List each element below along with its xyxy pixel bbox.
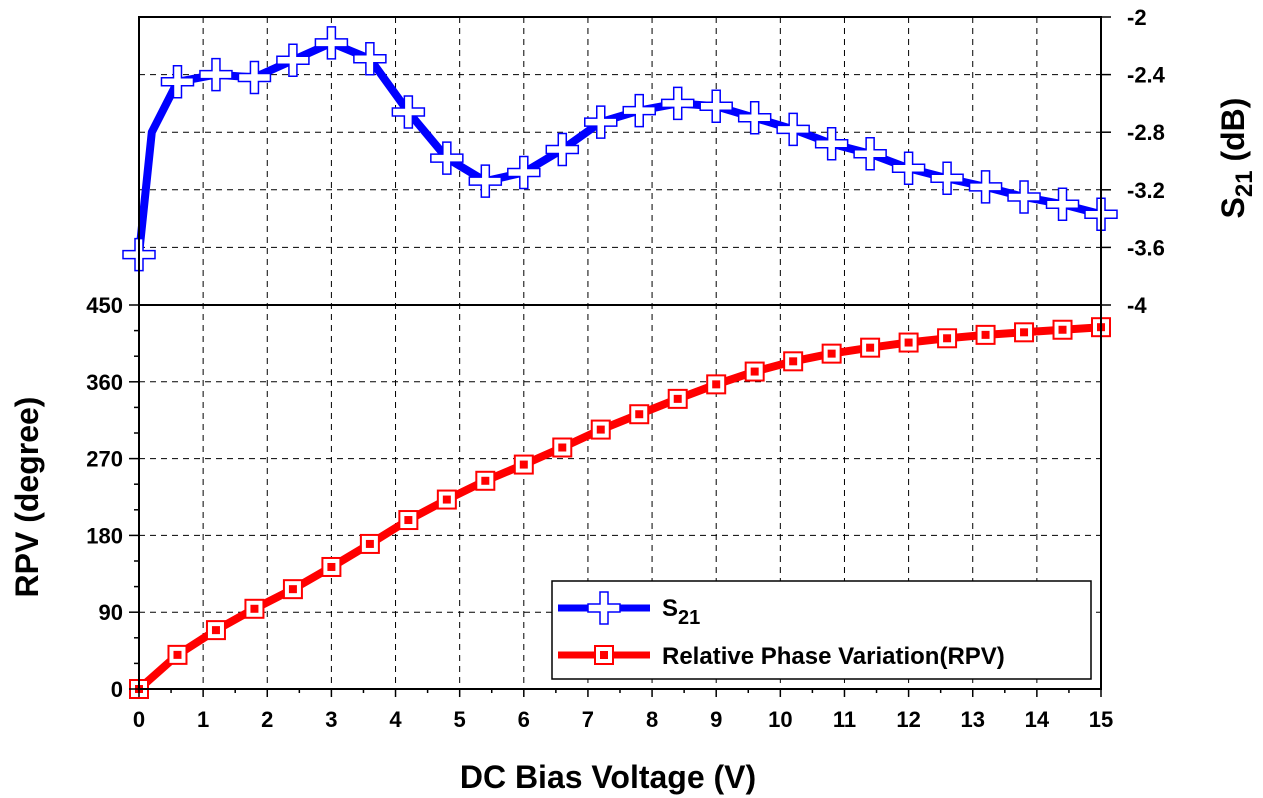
s21-point xyxy=(1007,180,1041,214)
s21-point xyxy=(660,86,695,121)
y-right-tick-label: -2.4 xyxy=(1127,63,1166,88)
legend-s21-cross xyxy=(587,591,621,625)
s21-point xyxy=(930,161,964,196)
s21-point xyxy=(276,43,310,77)
y-right-tick-label: -4 xyxy=(1127,293,1147,318)
s21-point xyxy=(468,164,503,198)
y-left-tick-label: 360 xyxy=(86,370,123,395)
axis-ticks xyxy=(129,16,1111,697)
series-layer xyxy=(122,26,1118,699)
x-tick-label: 0 xyxy=(133,707,145,732)
s21-point xyxy=(776,112,810,147)
s21-point xyxy=(430,141,464,175)
rpv-point-core xyxy=(866,343,875,352)
rpv-point-core xyxy=(442,495,451,504)
s21-point xyxy=(968,170,1003,204)
rpv-point-core xyxy=(1058,325,1067,334)
s21-point xyxy=(584,105,618,139)
rpv-point-core xyxy=(673,394,682,403)
x-tick-label: 8 xyxy=(646,707,658,732)
y-axis-title-left: RPV (degree) xyxy=(9,397,45,598)
y-left-tick-label: 270 xyxy=(86,447,123,472)
s21-point xyxy=(545,132,580,167)
rpv-point-core xyxy=(750,367,759,376)
rpv-point-core xyxy=(288,585,297,594)
x-axis-title: DC Bias Voltage (V) xyxy=(460,759,756,795)
x-tick-label: 11 xyxy=(833,707,856,732)
y-left-tick-label: 0 xyxy=(111,677,123,702)
y-axis-title-right: S21 (dB) xyxy=(1215,98,1258,219)
rpv-point-core xyxy=(904,338,913,347)
legend-s21-label-sub: 21 xyxy=(678,607,700,629)
y-axis-title-right-sub: 21 xyxy=(1231,170,1258,197)
rpv-point-core xyxy=(827,349,836,358)
legend-s21-label-main: S xyxy=(662,595,678,622)
x-tick-label: 5 xyxy=(454,707,466,732)
rpv-point-core xyxy=(250,604,259,613)
s21-point xyxy=(853,137,887,171)
x-tick-label: 15 xyxy=(1089,707,1113,732)
legend-rpv-marker-core xyxy=(600,651,608,659)
x-tick-label: 4 xyxy=(389,707,402,732)
x-tick-label: 9 xyxy=(710,707,722,732)
rpv-point-core xyxy=(789,357,798,366)
legend: S21 Relative Phase Variation(RPV) xyxy=(551,580,1092,680)
y-axis-title-right-unit: (dB) xyxy=(1215,98,1251,171)
y-left-tick-label: 90 xyxy=(99,600,123,625)
rpv-point-core xyxy=(1020,328,1029,337)
rpv-point-core xyxy=(712,380,721,389)
s21-point xyxy=(1045,187,1080,221)
s21-point xyxy=(237,60,272,95)
y-right-tick-label: -3.2 xyxy=(1127,178,1165,203)
legend-s21-marker xyxy=(587,591,621,625)
y-right-tick-label: -3.6 xyxy=(1127,235,1165,260)
s21-point xyxy=(314,26,349,60)
y-left-tick-label: 180 xyxy=(86,523,123,548)
s21-point xyxy=(814,126,849,161)
s21-point xyxy=(160,65,195,99)
rpv-point-core xyxy=(558,443,567,452)
x-tick-label: 6 xyxy=(518,707,530,732)
rpv-point-core xyxy=(173,650,182,659)
rpv-point-core xyxy=(519,460,528,469)
s21-point xyxy=(891,151,926,185)
y-left-tick-label: 450 xyxy=(86,293,123,318)
x-tick-label: 3 xyxy=(325,707,337,732)
x-tick-label: 1 xyxy=(197,707,209,732)
y-right-tick-label: -2 xyxy=(1127,5,1147,30)
legend-s21-label: S21 xyxy=(662,595,700,629)
s21-point xyxy=(199,57,233,92)
rpv-point-core xyxy=(981,330,990,339)
x-tick-label: 2 xyxy=(261,707,273,732)
x-tick-label: 12 xyxy=(896,707,920,732)
x-tick-label: 13 xyxy=(960,707,984,732)
s21-point xyxy=(699,89,733,124)
rpv-point-core xyxy=(635,410,644,419)
x-tick-label: 10 xyxy=(768,707,792,732)
s21-point xyxy=(353,42,387,76)
s21-point xyxy=(737,101,772,135)
x-tick-label: 14 xyxy=(1025,707,1050,732)
rpv-point-core xyxy=(211,626,220,635)
s21-point xyxy=(622,93,656,128)
rpv-point-core xyxy=(404,516,413,525)
y-right-tick-label: -2.8 xyxy=(1127,120,1165,145)
rpv-point-core xyxy=(365,539,374,548)
rpv-point-core xyxy=(943,334,952,343)
legend-box xyxy=(551,580,1092,680)
s21-point xyxy=(507,155,541,190)
y-axis-title-right-main: S xyxy=(1215,197,1251,218)
legend-rpv-label: Relative Phase Variation(RPV) xyxy=(662,643,1005,670)
x-tick-label: 7 xyxy=(582,707,594,732)
rpv-point-core xyxy=(596,425,605,434)
rpv-point-core xyxy=(327,562,336,571)
s21-point xyxy=(391,95,426,129)
rpv-point-core xyxy=(481,476,490,485)
